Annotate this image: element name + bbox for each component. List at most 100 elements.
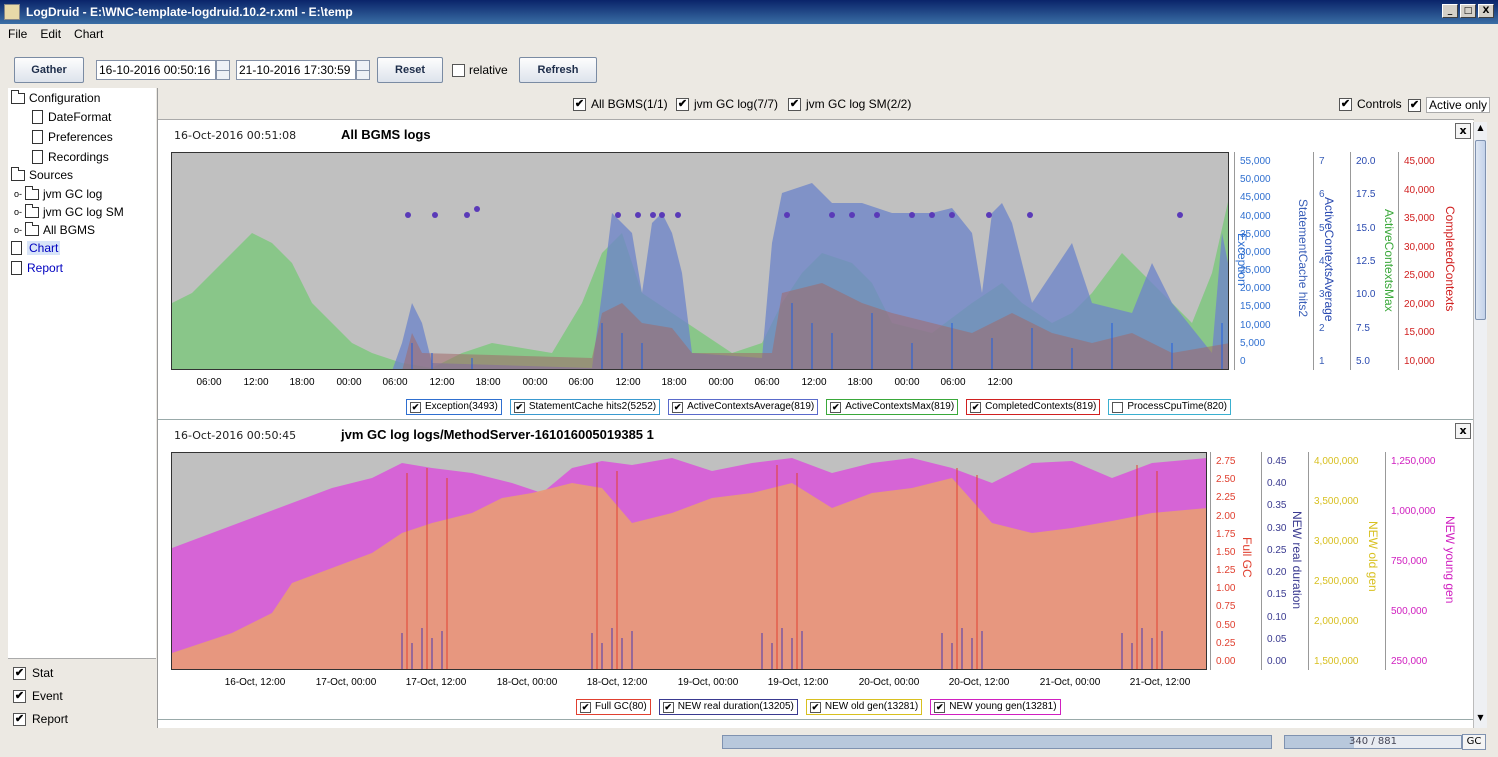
tree-dateformat[interactable]: DateFormat — [32, 110, 111, 124]
event-label: Event — [32, 689, 63, 703]
tree-jvm-gc-log[interactable]: o-jvm GC log — [14, 185, 103, 201]
scroll-down-icon[interactable]: ▼ — [1477, 713, 1484, 722]
folder-icon — [25, 203, 40, 218]
axis-tick-label: 40,000 — [1404, 184, 1435, 196]
legend-statement-cache[interactable]: ✔ StatementCache hits2(5252) — [509, 399, 661, 415]
filter-all-bgms-checkbox[interactable]: ✔ — [573, 97, 586, 111]
legend-full-gc[interactable]: ✔ Full GC(80) — [576, 699, 651, 715]
axis-tick-label: 15,000 — [1404, 327, 1435, 339]
tree-configuration[interactable]: Configuration — [11, 89, 100, 105]
axis-tick-label: 20.0 — [1356, 156, 1376, 167]
axis-label-statement-cache: StatementCache hits2 — [1296, 199, 1310, 318]
app-icon — [4, 4, 20, 20]
tree-jvm-gc-log-sm[interactable]: o-jvm GC log SM — [14, 203, 124, 219]
relative-checkbox[interactable] — [452, 63, 465, 77]
old-gen-area — [172, 478, 1206, 669]
reset-button[interactable]: Reset — [377, 57, 443, 83]
gc-button[interactable]: GC — [1462, 734, 1486, 750]
axis-tick-label: 17.5 — [1356, 189, 1376, 201]
filter-jvm-gc-log-sm-checkbox[interactable]: ✔ — [788, 97, 801, 111]
legend-2: ✔ Full GC(80) ✔ NEW real duration(13205) ✔… — [576, 699, 1061, 715]
memory-progress-fill — [1285, 736, 1354, 748]
menu-file[interactable]: File — [8, 27, 28, 41]
start-date-field[interactable]: 16-10-2016 00:50:16 — [96, 60, 216, 80]
tree-recordings[interactable]: Recordings — [32, 150, 109, 164]
tree-sources[interactable]: Sources — [11, 166, 73, 182]
axis-tick-label: 0.00 — [1267, 656, 1287, 667]
legend-active-contexts-average[interactable]: ✔ ActiveContextsAverage(819) — [668, 399, 819, 415]
legend-new-real-duration[interactable]: ✔ NEW real duration(13205) — [658, 699, 798, 715]
x-tick: 16-Oct, 12:00 — [224, 677, 286, 688]
filter-jvm-gc-log-checkbox[interactable]: ✔ — [676, 97, 689, 111]
axis-tick-label: 2,500,000 — [1314, 576, 1359, 587]
legend-completed-contexts[interactable]: ✔ CompletedContexts(819) — [966, 399, 1101, 415]
close-window-button[interactable]: X — [1478, 4, 1494, 18]
panel-title: jvm GC log logs/MethodServer-16101600501… — [341, 427, 654, 442]
controls-label: Controls — [1357, 97, 1402, 111]
document-icon — [11, 261, 22, 275]
maximize-button[interactable]: □ — [1460, 4, 1476, 18]
end-date-spinner[interactable] — [356, 60, 370, 80]
tree-all-bgms[interactable]: o- All BGMS — [14, 221, 96, 237]
stat-checkbox[interactable]: ✔ — [13, 666, 26, 680]
axis-tick-label: 25,000 — [1240, 265, 1271, 277]
gather-button[interactable]: Gather — [14, 57, 84, 83]
bgms-series — [172, 183, 1228, 369]
axis-tick-label: 0.30 — [1267, 522, 1287, 534]
menu-edit[interactable]: Edit — [40, 27, 62, 41]
report-checkbox[interactable]: ✔ — [13, 712, 26, 726]
close-panel-button[interactable]: x — [1455, 123, 1471, 139]
axis-tick-label: 10,000 — [1240, 319, 1271, 331]
axis-tick-label: 30,000 — [1240, 246, 1271, 258]
axis-active-contexts-average: 20.0 17.5 15.0 12.5 10.0 7.5 5.0 — [1350, 152, 1381, 370]
menu-chart[interactable]: Chart — [74, 27, 104, 41]
full-gc-spikes — [406, 463, 1158, 669]
axis-tick-label: 0.35 — [1267, 500, 1287, 512]
x-tick: 18:00 — [661, 377, 687, 388]
end-date-field[interactable]: 21-10-2016 17:30:59 — [236, 60, 356, 80]
folder-icon — [25, 221, 40, 236]
active-only-checkbox[interactable]: ✔ — [1408, 98, 1421, 112]
gc-series — [172, 458, 1206, 669]
tree-report[interactable]: Report — [11, 261, 63, 275]
axis-tick-label: 12.5 — [1356, 256, 1376, 267]
legend-exception[interactable]: ✔ Exception(3493) — [406, 399, 502, 415]
plot-area[interactable] — [171, 452, 1207, 670]
axis-tick-label: 2.25 — [1216, 492, 1236, 504]
legend-new-old-gen[interactable]: ✔ NEW old gen(13281) — [805, 699, 923, 715]
x-tick: 06:00 — [568, 377, 594, 388]
axis-tick-label: 0.50 — [1216, 619, 1236, 631]
axis-exception: 55,000 50,000 45,000 40,000 35,000 30,000 25,0… — [1234, 152, 1315, 370]
x-tick: 12:00 — [429, 377, 455, 388]
legend-new-young-gen[interactable]: ✔ NEW young gen(13281) — [930, 699, 1061, 715]
tree-chart[interactable]: Chart — [11, 241, 61, 255]
tree-preferences[interactable]: Preferences — [32, 130, 113, 144]
scrollbar-thumb[interactable] — [1475, 140, 1486, 320]
plot-area[interactable] — [171, 152, 1229, 370]
event-checkbox[interactable]: ✔ — [13, 689, 26, 703]
axis-tick-label: 750,000 — [1391, 556, 1428, 567]
axis-tick-label: 2 — [1319, 322, 1325, 334]
document-icon — [11, 241, 22, 255]
minimize-button[interactable]: _ — [1442, 4, 1458, 18]
axis-tick-label: 0.15 — [1267, 589, 1287, 601]
axis-tick-label: 1,500,000 — [1314, 656, 1359, 667]
axis-tick-label: 0.40 — [1267, 478, 1287, 490]
legend-process-cpu-time[interactable]: ProcessCpuTime(820) — [1108, 399, 1232, 415]
scroll-up-icon[interactable]: ▲ — [1477, 123, 1484, 132]
x-tick: 12:00 — [987, 377, 1013, 388]
axis-tick-label: 10,000 — [1404, 356, 1435, 367]
x-tick: 06:00 — [196, 377, 222, 388]
refresh-button[interactable]: Refresh — [519, 57, 597, 83]
chart-panel-bgms: 16-Oct-2016 00:51:08 All BGMS logs x 06:… — [158, 121, 1474, 420]
expand-handle-icon: o- — [14, 207, 23, 217]
start-date-spinner[interactable] — [216, 60, 230, 80]
controls-checkbox[interactable]: ✔ — [1339, 97, 1352, 111]
bottom-options: ✔ Stat ✔ Event ✔ Report — [8, 658, 156, 728]
axis-tick-label: 2.00 — [1216, 510, 1236, 522]
document-icon — [32, 130, 43, 144]
axis-tick-label: 6 — [1319, 189, 1325, 201]
close-panel-button[interactable]: x — [1455, 423, 1471, 439]
vertical-scrollbar[interactable]: ▲ ▼ — [1473, 122, 1487, 728]
legend-active-contexts-max[interactable]: ✔ ActiveContextsMax(819) — [826, 399, 959, 415]
